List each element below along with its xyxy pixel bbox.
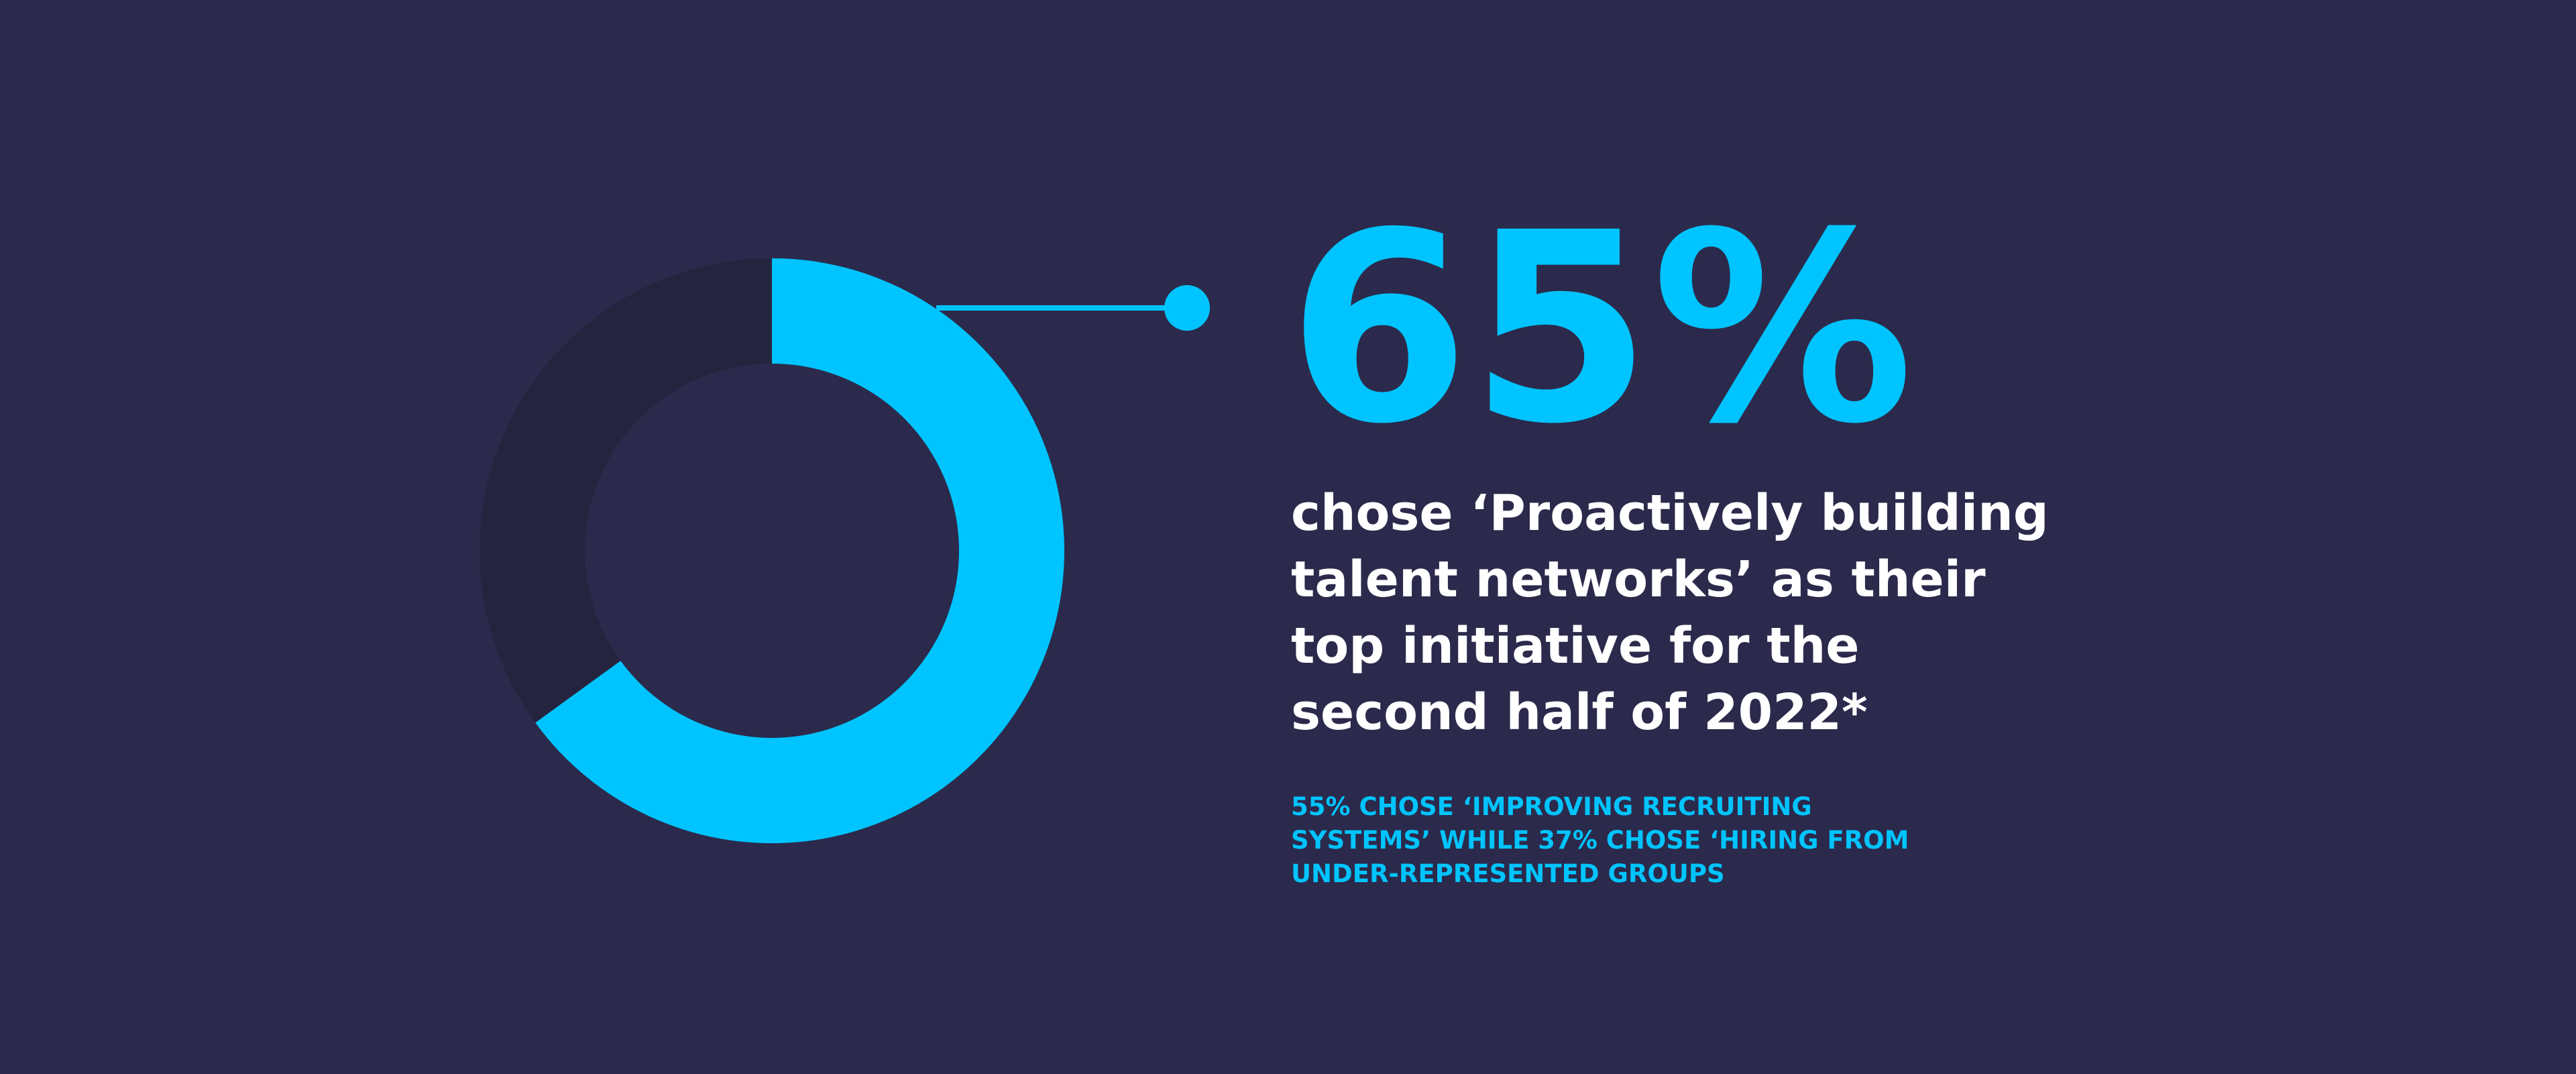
description-line: talent networks’ as their — [1291, 551, 1986, 608]
description-line: top initiative for the — [1291, 617, 1860, 675]
headline-value: 65% — [1288, 176, 1914, 481]
donut-segment — [535, 258, 1064, 844]
note-line: SYSTEMS’ WHILE 37% CHOSE ‘HIRING FROM — [1291, 826, 1909, 855]
donut-segment — [480, 258, 772, 723]
leader-dot — [1164, 285, 1210, 331]
note-line: 55% CHOSE ‘IMPROVING RECRUITING — [1291, 792, 1812, 821]
note-line: UNDER-REPRESENTED GROUPS — [1291, 859, 1725, 888]
description-line: chose ‘Proactively building — [1291, 484, 2049, 542]
description-line: second half of 2022* — [1291, 684, 1868, 741]
